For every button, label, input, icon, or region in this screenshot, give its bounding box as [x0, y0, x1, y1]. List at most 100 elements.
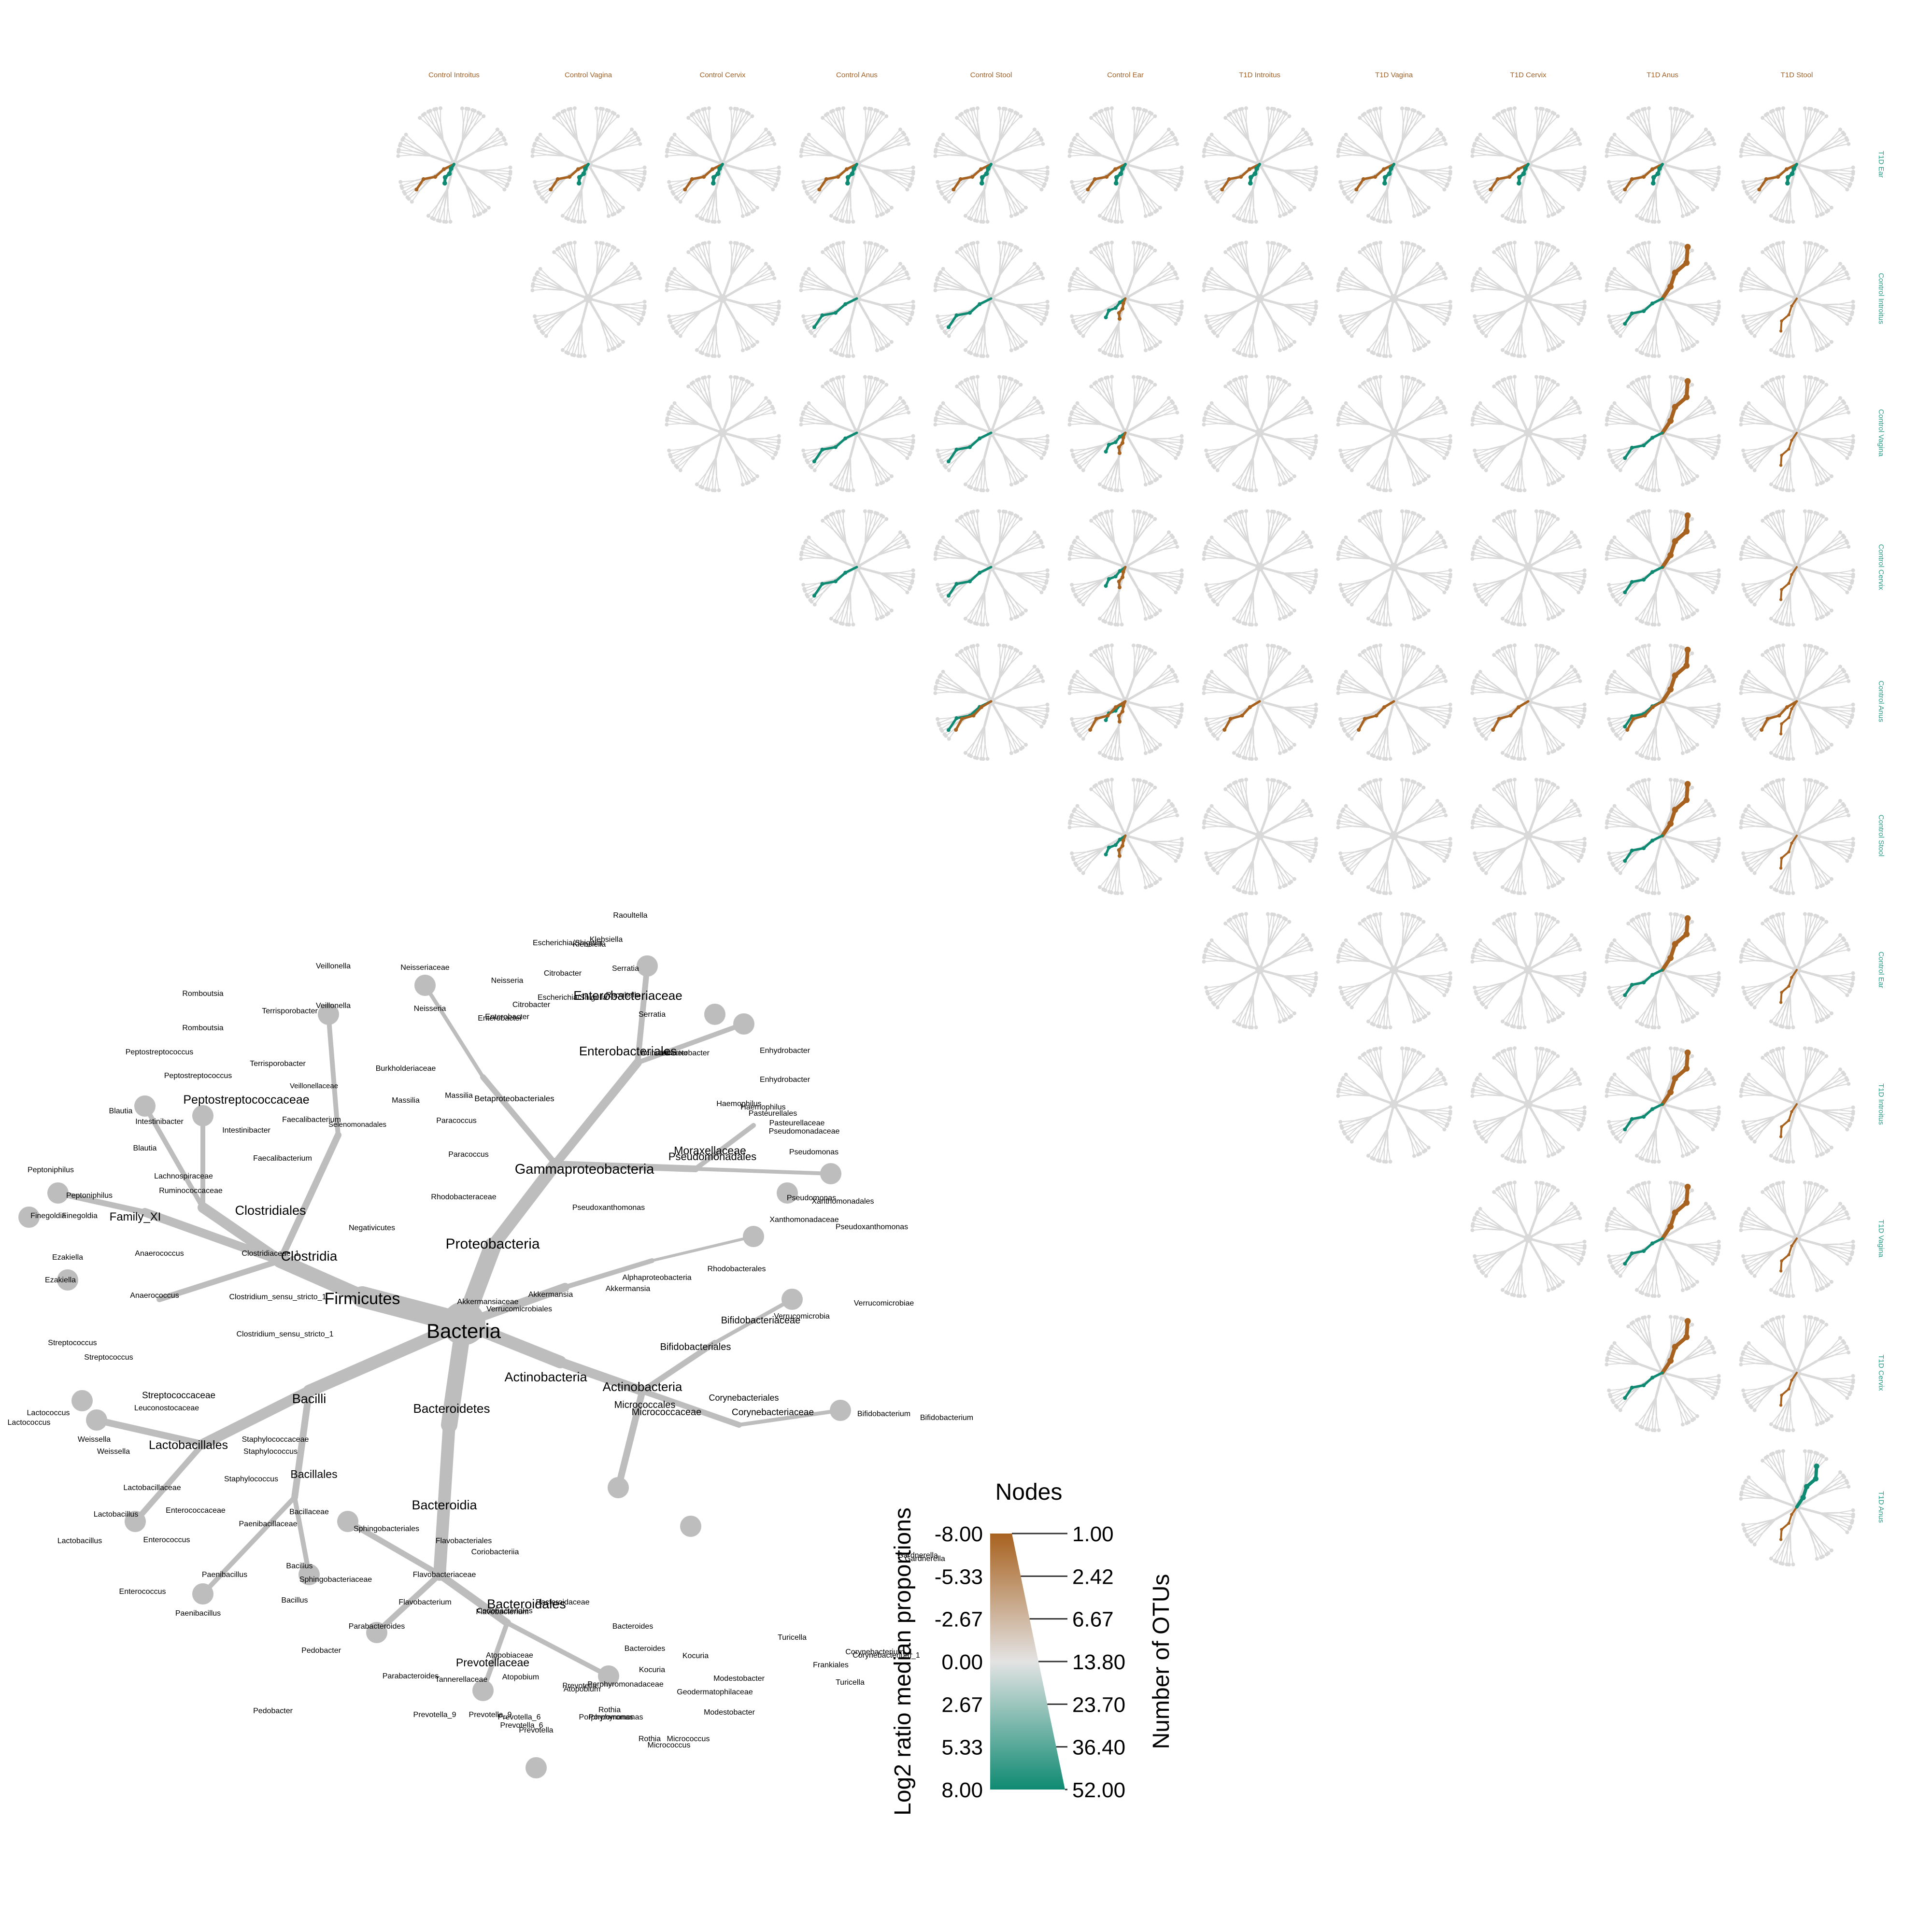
key-tree-node-label: Clostridiaceae_1 [242, 1250, 299, 1258]
heat-tree-cell [1739, 1180, 1855, 1298]
key-tree-node-label: Proteobacteria [445, 1236, 540, 1252]
key-tree-node-label: Paenibacillus [202, 1571, 247, 1579]
key-tree-node-label: Peptostreptococcus [164, 1072, 232, 1080]
key-tree-node-label: Intestinibacter [135, 1118, 184, 1126]
heat-tree-cell [1470, 106, 1586, 224]
legend-size-tick: 52.00 [1072, 1778, 1125, 1802]
row-label: Control Cervix [1877, 544, 1885, 590]
heat-tree-cell [1202, 375, 1318, 492]
key-tree-node-label: Peptoniphilus [66, 1192, 113, 1200]
heat-tree-cell [933, 643, 1049, 761]
key-tree-node-label: Flavobacterium [398, 1598, 451, 1606]
key-tree-node-label: Paracoccus [448, 1151, 489, 1159]
key-tree-node-label: Bacillales [290, 1468, 337, 1480]
key-tree-node-label: Gammaproteobacteria [515, 1162, 654, 1177]
key-tree-node-label: Bacillus [286, 1562, 313, 1570]
legend-color-tick: 2.67 [941, 1693, 983, 1717]
heat-tree-cell [933, 241, 1049, 358]
key-tree-node-label: Atopobium [564, 1685, 601, 1693]
key-tree-node-label: Verrucomicrobia [774, 1312, 830, 1321]
legend-color-tick: -5.33 [935, 1565, 983, 1589]
row-label: Control Ear [1877, 952, 1885, 988]
key-tree-node-label: Pseudomonas [789, 1148, 838, 1156]
heat-tree-cell [1605, 1315, 1720, 1432]
heat-tree-cell [799, 106, 915, 224]
heat-tree-cell [1739, 1046, 1855, 1164]
heat-tree-cell [1067, 241, 1183, 358]
heat-tree-cell [1470, 912, 1586, 1029]
key-tree-node-label: Paracoccus [436, 1117, 477, 1125]
key-tree-node-label: Sphingobacteriaceae [299, 1576, 372, 1584]
key-tree-node-label: Enhydrobacter [760, 1047, 810, 1055]
key-tree-node-label: Akkermansia [606, 1285, 651, 1293]
heat-tree-cell [1202, 106, 1318, 224]
column-label: Control Stool [970, 71, 1012, 79]
row-label: Control Anus [1877, 681, 1885, 722]
row-label: T1D Ear [1877, 151, 1885, 178]
column-label: T1D Anus [1647, 71, 1678, 79]
legend-color-tick: 8.00 [941, 1778, 983, 1802]
heat-tree-cell [1739, 778, 1855, 895]
key-tree-node-label: Prevotella_6 [498, 1713, 541, 1721]
column-labels: Control Introitus Control Vagina Control C… [428, 71, 1813, 79]
heat-tree-cell [1470, 643, 1586, 761]
heat-tree-cell [1336, 106, 1452, 224]
heat-tree-grid [396, 106, 1855, 1566]
legend-color-tick: 0.00 [941, 1650, 983, 1674]
key-tree-node-label: Turicella [836, 1678, 865, 1687]
key-tree-node-label: Geodermatophilaceae [677, 1688, 753, 1696]
heat-tree-cell [1739, 241, 1855, 358]
column-label: Control Anus [836, 71, 878, 79]
key-tree-node-label: Bacteroidia [412, 1498, 477, 1512]
key-tree-node-label: Streptococcus [84, 1353, 133, 1362]
heat-tree-cell [1605, 643, 1720, 761]
heat-tree-cell [1336, 241, 1452, 358]
heat-tree-cell [1336, 509, 1452, 626]
key-tree-node-label: Faecalibacterium [253, 1154, 312, 1163]
key-tree-node-label: Acinetobacter [662, 1049, 710, 1057]
key-tree-node-label: Finegoldia [30, 1212, 66, 1220]
heat-tree-cell [1202, 509, 1318, 626]
key-tree-node-label: Klebsiella [590, 936, 623, 944]
key-tree-node-label: Coriobacteriales [477, 1607, 533, 1615]
key-tree-node-label: Turicella [778, 1634, 807, 1642]
key-tree-node-label: Kocuria [639, 1666, 665, 1674]
column-label: T1D Vagina [1375, 71, 1413, 79]
key-tree-node-label: Pedobacter [301, 1647, 341, 1655]
row-label: Control Vagina [1877, 409, 1885, 457]
key-tree-node-label: Peptostreptococcaceae [183, 1093, 309, 1107]
heat-tree-cell [1739, 1449, 1855, 1566]
heat-tree-cell [530, 106, 646, 224]
key-tree-node-label: Betaproteobacteriales [474, 1094, 554, 1103]
key-tree-node-label: Bacillus [281, 1596, 308, 1605]
key-tree-node-label: Streptococcaceae [142, 1391, 215, 1401]
key-tree-node-label: Prevotella_9 [413, 1711, 456, 1719]
row-label: T1D Cervix [1877, 1354, 1885, 1391]
key-tree-node-label: Lactobacillales [149, 1438, 228, 1452]
heat-tree-cell [1336, 778, 1452, 895]
key-tree-node-label: Weissella [78, 1435, 111, 1444]
key-tree-node-label: Bacillaceae [289, 1508, 329, 1516]
key-tree-node-label: Akkermansia [528, 1291, 573, 1299]
heat-tree-cell [1202, 241, 1318, 358]
heat-tree-cell [1336, 1046, 1452, 1164]
heat-tree-cell [1336, 375, 1452, 492]
heat-tree-cell [933, 375, 1049, 492]
key-tree-node-label: Serratia [639, 1010, 666, 1019]
heat-tree-cell [1470, 241, 1586, 358]
key-tree-node-label: Kocuria [682, 1652, 709, 1660]
key-tree-node-label: Finegoldia [62, 1212, 98, 1220]
heat-tree-cell [933, 106, 1049, 224]
key-tree-node-label: Lactobacillaceae [123, 1484, 181, 1492]
key-tree-node-label: Family_XI [110, 1210, 161, 1223]
legend-nodes-title: Nodes [995, 1479, 1063, 1505]
key-tree-node-label: Micrococcus [667, 1735, 710, 1743]
key-tree-node-label: Peptostreptococcus [126, 1048, 194, 1056]
key-tree-node-label: Pasteurellaceae [769, 1119, 825, 1127]
key-tree-node-label: Bacteroides [625, 1645, 666, 1653]
key-tree-node-label: Actinobacteria [504, 1370, 587, 1384]
key-tree-node-label: Staphylococcus [224, 1475, 278, 1483]
key-tree-node-label: Paenibacillaceae [239, 1520, 298, 1528]
key-tree-node-label: Sphingobacteriales [354, 1525, 419, 1533]
